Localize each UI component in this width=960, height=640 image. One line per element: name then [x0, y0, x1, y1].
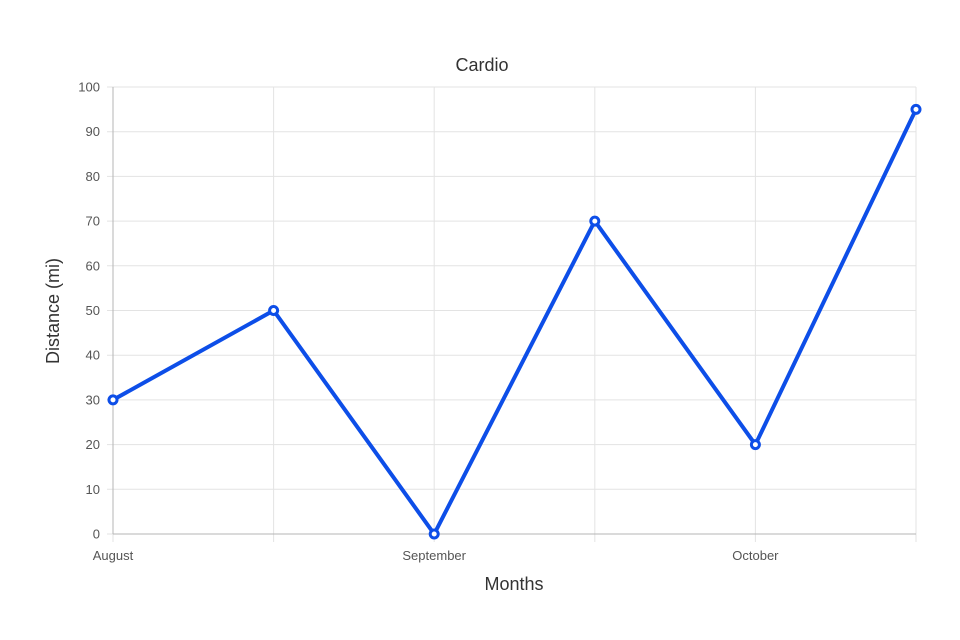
- data-point: [107, 394, 119, 406]
- y-tick-label: 70: [86, 214, 100, 229]
- tick-layer: 0 10 20 30 40 50 60 70 80 90 100 August September Oct…: [78, 80, 779, 564]
- data-point: [910, 103, 922, 115]
- y-tick-label: 40: [86, 348, 100, 363]
- x-axis-label: Months: [484, 574, 543, 594]
- y-tick-label: 100: [78, 80, 100, 95]
- x-tick-label: October: [732, 548, 779, 563]
- axis-layer: [112, 87, 916, 535]
- data-point: [268, 305, 280, 316]
- series-line: [111, 107, 918, 538]
- y-tick-label: 90: [86, 124, 100, 139]
- y-tick-label: 30: [86, 392, 100, 407]
- y-tick-label: 0: [93, 527, 100, 542]
- data-point: [428, 528, 440, 540]
- chart-title: Cardio: [455, 55, 508, 75]
- grid-layer: [107, 86, 917, 542]
- y-tick-label: 60: [86, 258, 100, 273]
- y-tick-label: 20: [86, 437, 100, 452]
- x-tick-label: August: [93, 548, 134, 563]
- data-point: [749, 439, 761, 451]
- x-tick-label: September: [402, 548, 466, 563]
- y-tick-label: 80: [86, 169, 100, 184]
- y-tick-label: 10: [86, 482, 100, 497]
- y-tick-label: 50: [86, 303, 100, 318]
- series-layer: [107, 103, 922, 540]
- data-point: [589, 215, 601, 227]
- y-axis-label: Distance (mi): [43, 258, 63, 364]
